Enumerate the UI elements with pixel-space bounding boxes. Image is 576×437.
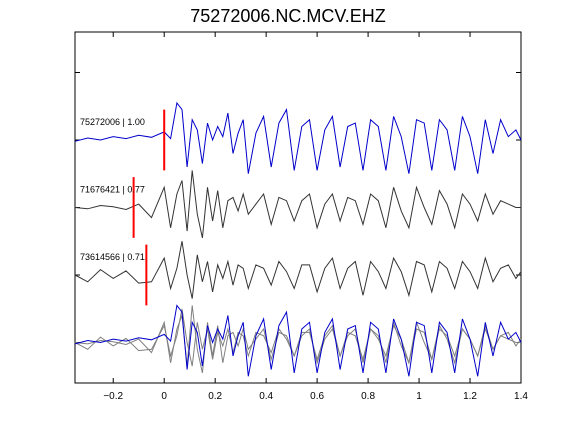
overlay-trace-71676421	[74, 305, 521, 374]
x-tick-label: 1	[416, 391, 422, 402]
x-tick-label: −0.2	[103, 391, 123, 402]
x-tick-label: 0.2	[208, 391, 222, 402]
x-axis: −0.2 0 0.2 0.4 0.6 0.8 1 1.2 1.4	[103, 32, 528, 402]
plot-title: 75272006.NC.MCV.EHZ	[190, 6, 386, 26]
trace-labels: 75272006 | 1.00 71676421 | 0.77 73614566 |…	[80, 117, 145, 262]
overlay-trace-75272006	[74, 304, 522, 377]
x-tick-label: 1.2	[463, 391, 477, 402]
x-tick-label: 0.8	[361, 391, 375, 402]
x-tick-label: 0	[161, 391, 167, 402]
x-tick-label: 0.6	[310, 391, 324, 402]
overlay-trace-73614566	[74, 308, 522, 367]
x-tick-label: 0.4	[259, 391, 273, 402]
trace-73614566	[74, 241, 522, 299]
trace-71676421	[74, 170, 521, 239]
x-tick-label: 1.4	[514, 391, 528, 402]
trace-label-75272006: 75272006 | 1.00	[80, 117, 145, 127]
trace-75272006	[74, 101, 522, 174]
picks	[132, 109, 166, 306]
trace-label-71676421: 71676421 | 0.77	[80, 185, 145, 195]
trace-label-73614566: 73614566 | 0.71	[80, 252, 145, 262]
traces	[74, 101, 522, 377]
